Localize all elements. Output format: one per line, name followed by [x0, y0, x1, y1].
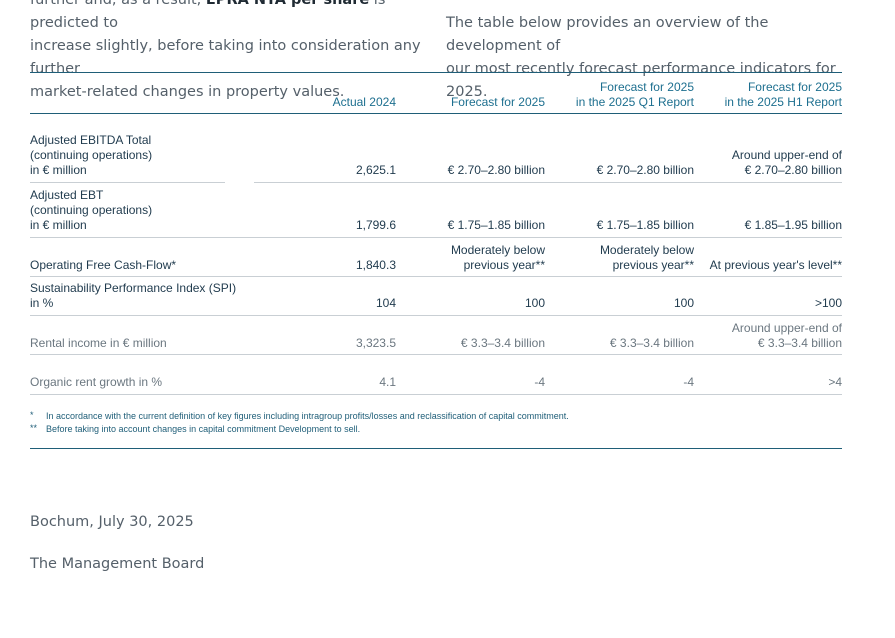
intro-right-paragraph: The table below provides an overview of … [446, 12, 846, 104]
cell-line: € 3.3–3.4 billion [757, 336, 842, 350]
header-forecast-2025-line-1: Forecast for 2025 [450, 95, 545, 109]
cell-forecast-q1: -4 [683, 375, 694, 389]
row-label-line: (continuing operations) [30, 148, 153, 162]
header-actual-2024: Actual 2024 [276, 95, 396, 110]
intro-left-paragraph: further and, as a result, EPRA NTA per s… [30, 0, 430, 104]
footnote-text: In accordance with the current definitio… [46, 411, 569, 421]
cell-line: € 2.70–2.80 billion [744, 163, 842, 177]
cell-forecast-q1: € 1.75–1.85 billion [596, 218, 694, 232]
footnote-mark: * [30, 410, 34, 420]
cell-forecast-q1: € 2.70–2.80 billion [596, 163, 694, 177]
cell-forecast-q1: 100 [673, 296, 694, 310]
header-forecast-q1: Forecast for 2025 in the 2025 Q1 Report [544, 80, 694, 110]
cell-line: Moderately below [599, 243, 694, 257]
cell-forecast-h1: >100 [814, 296, 842, 310]
table-row: Adjusted EBT (continuing operations) in … [30, 188, 842, 238]
row-label-line: in € million [30, 163, 87, 177]
cell-actual-2024: 4.1 [379, 375, 396, 389]
cell-line: Around upper-end of [731, 148, 842, 162]
row-label-line: Organic rent growth in % [30, 375, 163, 389]
header-forecast-h1: Forecast for 2025 in the 2025 H1 Report [682, 80, 842, 110]
table-row: Adjusted EBITDA Total (continuing operat… [30, 133, 842, 183]
intro-left-line-3: market-related changes in property value… [30, 84, 345, 100]
row-divider [30, 276, 842, 277]
cell-forecast-h1: Around upper-end of € 2.70–2.80 billion [682, 148, 842, 178]
cell-line: Moderately below [450, 243, 545, 257]
row-label-line: in % [30, 296, 54, 310]
table-bottom-rule [30, 448, 842, 449]
row-label-line: in € million [30, 218, 87, 232]
cell-forecast-h1: >4 [828, 375, 842, 389]
row-label-spi: Sustainability Performance Index (SPI) i… [30, 281, 236, 311]
header-forecast-q1-line-1: Forecast for 2025 [599, 80, 694, 94]
intro-left-line-2: increase slightly, before taking into co… [30, 38, 421, 77]
cell-forecast-q1: Moderately below previous year** [544, 243, 694, 273]
header-actual-2024-line-1: Actual 2024 [332, 95, 396, 109]
row-label-adjusted-ebitda: Adjusted EBITDA Total (continuing operat… [30, 133, 152, 178]
cell-forecast-2025: Moderately below previous year** [405, 243, 545, 273]
footnote: ** Before taking into account changes in… [30, 423, 842, 436]
cell-forecast-2025: -4 [534, 375, 545, 389]
cell-forecast-2025: € 2.70–2.80 billion [447, 163, 545, 177]
header-forecast-h1-line-2: in the 2025 H1 Report [724, 95, 842, 109]
cell-actual-2024: 1,799.6 [355, 218, 396, 232]
intro-left-line-1: further and, as a result, EPRA NTA per s… [30, 0, 430, 35]
table-row: Organic rent growth in % 4.1 -4 -4 >4 [30, 359, 842, 393]
epra-nta-term: EPRA NTA per share [205, 0, 370, 8]
cell-forecast-h1: Around upper-end of € 3.3–3.4 billion [682, 321, 842, 351]
cell-actual-2024: 2,625.1 [355, 163, 396, 177]
row-divider [30, 354, 842, 355]
row-divider [30, 315, 842, 316]
row-label-line: Operating Free Cash-Flow* [30, 258, 177, 272]
table-top-rule [30, 72, 842, 73]
cell-forecast-h1: At previous year's level** [709, 258, 842, 272]
cell-forecast-2025: € 1.75–1.85 billion [447, 218, 545, 232]
intro-left-line-1-post: is predicted to [30, 0, 386, 31]
row-divider [30, 182, 225, 183]
cell-line: previous year** [612, 258, 694, 272]
row-label-line: Sustainability Performance Index (SPI) [30, 281, 237, 295]
row-label-line: Adjusted EBITDA Total [30, 133, 152, 147]
header-forecast-2025: Forecast for 2025 [405, 95, 545, 110]
row-label-organic-rent-growth: Organic rent growth in % [30, 375, 162, 390]
row-divider [30, 394, 842, 395]
cell-line: Around upper-end of [731, 321, 842, 335]
cell-actual-2024: 3,323.5 [355, 336, 396, 350]
cell-forecast-2025: € 3.3–3.4 billion [460, 336, 545, 350]
cell-actual-2024: 104 [375, 296, 396, 310]
intro-right-line-1: The table below provides an overview of … [446, 15, 769, 54]
row-divider [254, 182, 842, 183]
intro-right-line-2: our most recently forecast performance i… [446, 61, 836, 100]
footnote-text: Before taking into account changes in ca… [46, 424, 361, 434]
header-forecast-q1-line-2: in the 2025 Q1 Report [575, 95, 694, 109]
intro-left-line-1-pre: further and, as a result, [30, 0, 206, 8]
table-row: Rental income in € million 3,323.5 € 3.3… [30, 320, 842, 354]
table-footnotes: * In accordance with the current definit… [30, 410, 842, 436]
cell-forecast-h1: € 1.85–1.95 billion [744, 218, 842, 232]
place-and-date: Bochum, July 30, 2025 [30, 514, 194, 530]
cell-actual-2024: 1,840.3 [355, 258, 396, 272]
footnote: * In accordance with the current definit… [30, 410, 842, 423]
footnote-mark: ** [30, 423, 38, 433]
row-divider [30, 237, 842, 238]
row-label-line: Rental income in € million [30, 336, 167, 350]
cell-line: previous year** [463, 258, 545, 272]
management-board-signature: The Management Board [30, 556, 205, 572]
header-forecast-h1-line-1: Forecast for 2025 [747, 80, 842, 94]
row-label-rental-income: Rental income in € million [30, 336, 167, 351]
cell-forecast-2025: 100 [524, 296, 545, 310]
row-label-adjusted-ebt: Adjusted EBT (continuing operations) in … [30, 188, 152, 233]
cell-forecast-q1: € 3.3–3.4 billion [609, 336, 694, 350]
table-row: Operating Free Cash-Flow* 1,840.3 Modera… [30, 242, 842, 274]
row-label-line: Adjusted EBT [30, 188, 104, 202]
row-label-operating-fcf: Operating Free Cash-Flow* [30, 258, 176, 273]
table-row: Sustainability Performance Index (SPI) i… [30, 281, 842, 315]
header-underline [30, 113, 842, 114]
row-label-line: (continuing operations) [30, 203, 153, 217]
